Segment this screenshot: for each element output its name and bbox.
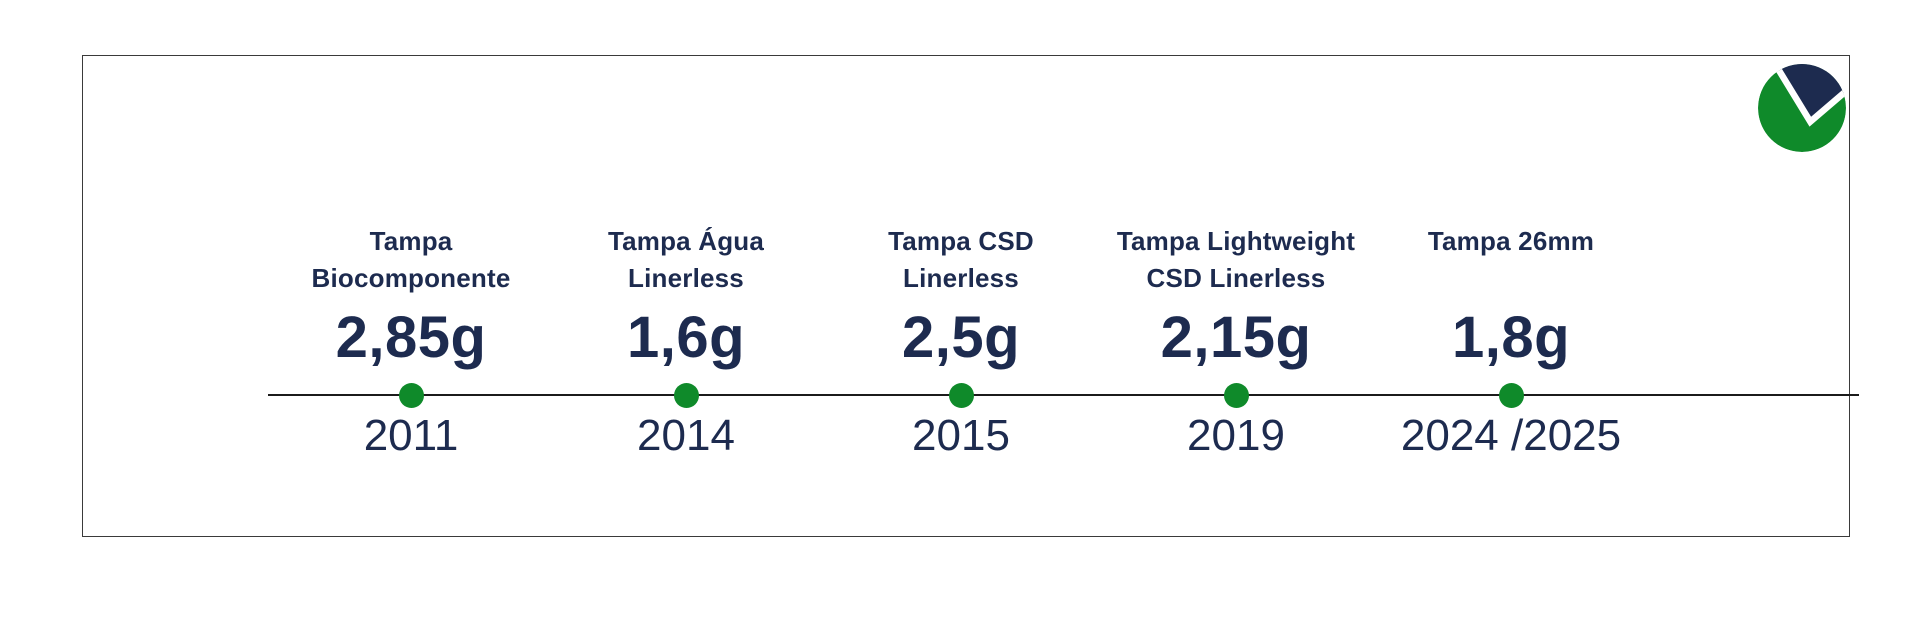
item-year: 2011: [363, 411, 459, 460]
timeline-item-2015: Tampa CSD Linerless 2,5g 2015: [781, 56, 1141, 640]
item-weight: 2,85g: [335, 305, 487, 370]
brand-logo-icon: [1758, 64, 1846, 152]
item-label-line1: Tampa Lightweight: [1116, 226, 1356, 256]
timeline-dot-icon: [673, 383, 699, 408]
timeline-item-2019: Tampa Lightweight CSD Linerless 2,15g 20…: [1056, 56, 1416, 640]
item-label: Tampa Água Linerless: [506, 223, 866, 297]
item-label: Tampa Lightweight CSD Linerless: [1056, 223, 1416, 297]
item-label-line2: Linerless: [628, 263, 744, 293]
item-label-line2: CSD Linerless: [1146, 263, 1326, 293]
timeline-axis-line: [268, 394, 1859, 396]
item-year: 2015: [912, 411, 1010, 460]
timeline-item-2024-2025: Tampa 26mm 1,8g 2024 /2025: [1331, 56, 1691, 640]
item-year: 2014: [637, 411, 735, 460]
item-label-line1: Tampa CSD: [888, 226, 1034, 256]
timeline-dot-icon: [948, 383, 974, 408]
item-label-line1: Tampa: [369, 226, 453, 256]
timeline-dot-icon: [398, 383, 424, 408]
timeline-dot-icon: [1498, 383, 1524, 408]
item-label-line2: Linerless: [903, 263, 1019, 293]
timeline-item-2014: Tampa Água Linerless 1,6g 2014: [506, 56, 866, 640]
item-label-line1: Tampa Água: [607, 226, 765, 256]
timeline-dot-icon: [1223, 383, 1249, 408]
timeline-item-2011: Tampa Biocomponente 2,85g 2011: [231, 56, 591, 640]
item-year: 2024 /2025: [1400, 411, 1622, 460]
item-weight: 2,5g: [901, 305, 1021, 370]
item-label: Tampa Biocomponente: [231, 223, 591, 297]
item-weight: 2,15g: [1160, 305, 1312, 370]
item-label-line2: Biocomponente: [311, 263, 511, 293]
item-label: Tampa CSD Linerless: [781, 223, 1141, 297]
timeline-card: Tampa Biocomponente 2,85g 2011 Tampa Águ…: [82, 55, 1859, 537]
item-year: 2019: [1187, 411, 1285, 460]
item-label: Tampa 26mm: [1331, 223, 1691, 260]
item-weight: 1,6g: [626, 305, 746, 370]
item-weight: 1,8g: [1451, 305, 1571, 370]
item-label-line1: Tampa 26mm: [1427, 226, 1595, 256]
